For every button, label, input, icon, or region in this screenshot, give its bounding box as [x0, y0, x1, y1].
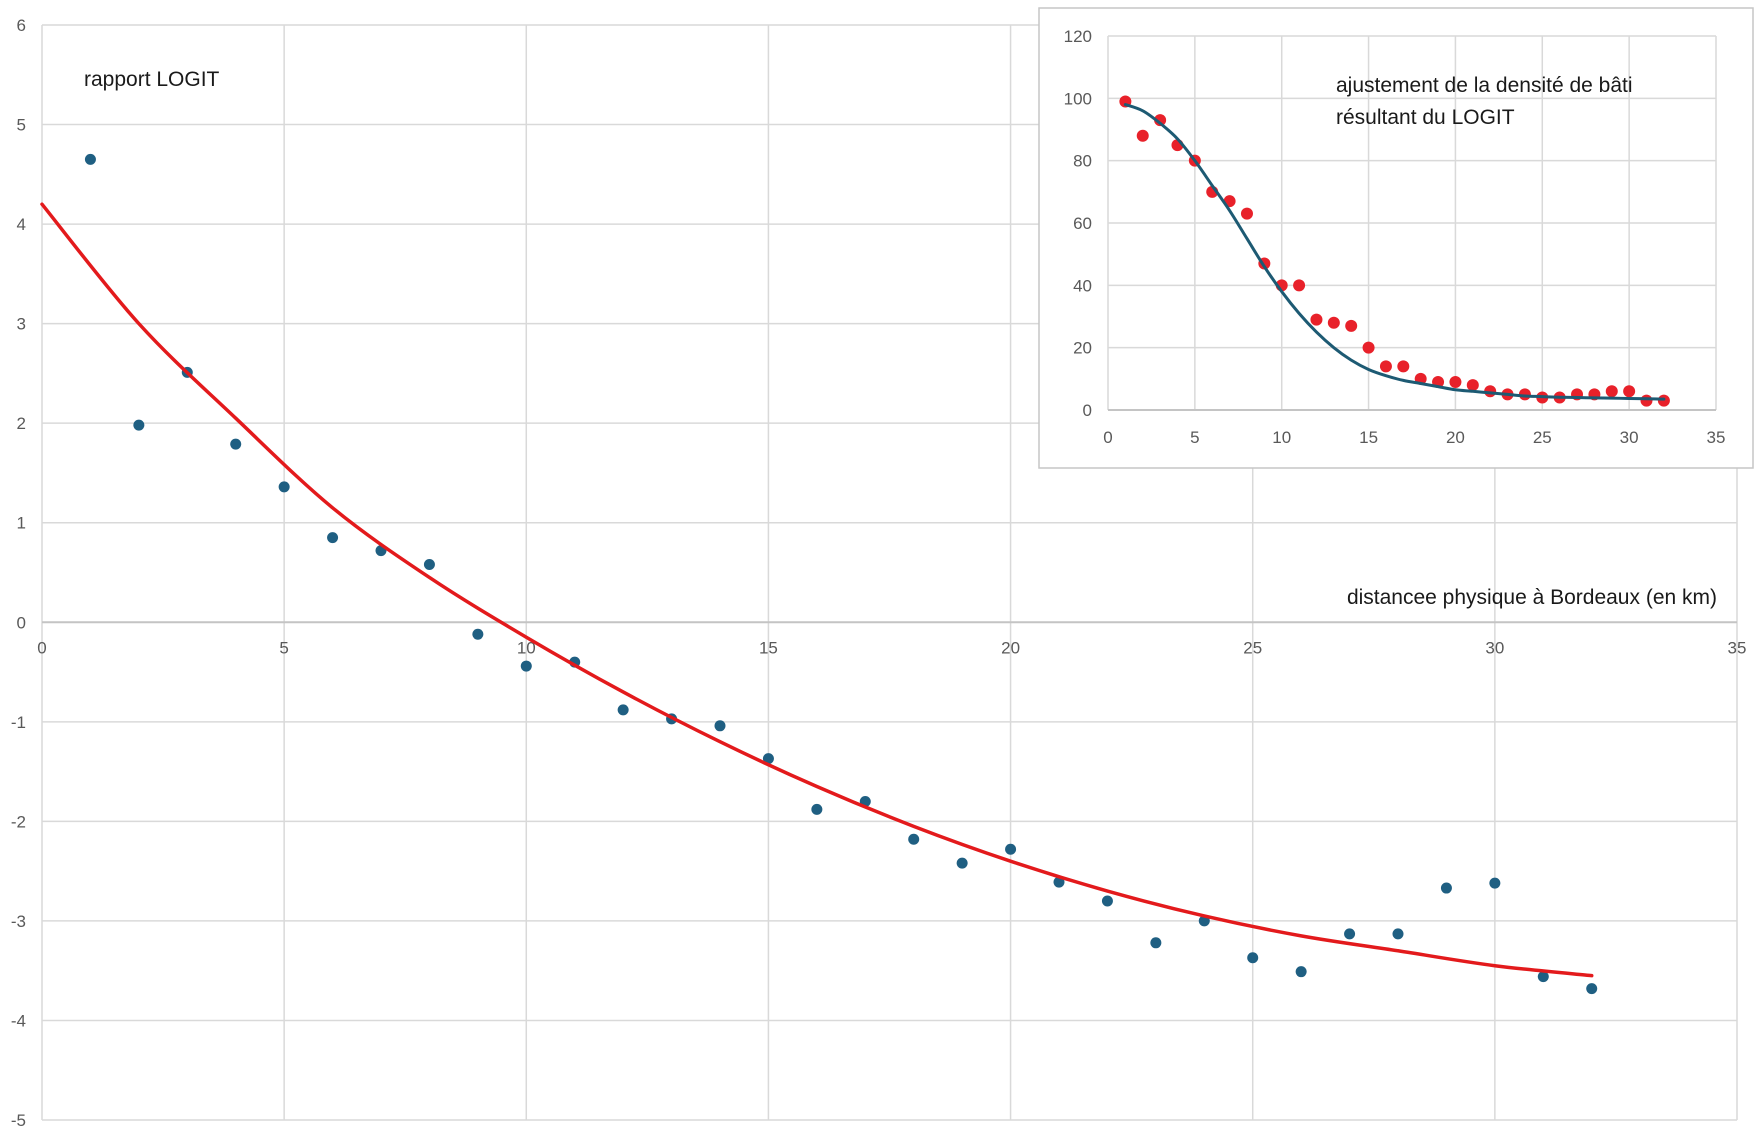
- inset-tick-labels: 0 20 40 60 80 100 120 0 5 10 15 20 25 30 35: [1064, 27, 1726, 447]
- main-data-point: [1440, 882, 1452, 894]
- main-x-tick-label: 5: [279, 638, 288, 657]
- main-data-point: [327, 532, 339, 544]
- inset-data-point: [1136, 129, 1149, 142]
- main-x-tick-label: 25: [1243, 638, 1262, 657]
- inset-data-point: [1623, 385, 1636, 398]
- inset-y-tick-label: 0: [1083, 401, 1092, 420]
- main-data-point: [1344, 928, 1356, 940]
- inset-data-point: [1657, 394, 1670, 407]
- inset-data-point: [1379, 360, 1392, 373]
- inset-data-point: [1293, 279, 1306, 292]
- main-data-point: [1005, 843, 1017, 855]
- main-data-point: [1247, 952, 1259, 964]
- main-annotation-logit: rapport LOGIT: [84, 68, 220, 91]
- inset-y-tick-label: 100: [1064, 89, 1092, 108]
- inset-data-point: [1605, 385, 1618, 398]
- inset-x-tick-label: 35: [1707, 428, 1726, 447]
- inset-x-tick-label: 10: [1272, 428, 1291, 447]
- inset-data-point: [1449, 375, 1462, 388]
- main-data-point: [472, 628, 484, 640]
- inset-y-tick-label: 40: [1073, 276, 1092, 295]
- main-y-tick-label: -4: [11, 1011, 26, 1030]
- inset-x-tick-label: 15: [1359, 428, 1378, 447]
- inset-data-point: [1640, 394, 1653, 407]
- main-x-tick-label: 35: [1728, 638, 1747, 657]
- inset-x-tick-label: 30: [1620, 428, 1639, 447]
- inset-data-point: [1345, 319, 1358, 332]
- inset-fit-curve: [1123, 103, 1666, 401]
- inset-y-tick-label: 120: [1064, 27, 1092, 46]
- main-data-point: [1489, 877, 1501, 889]
- main-data-point: [423, 559, 435, 571]
- main-data-point: [811, 803, 823, 815]
- inset-annotation-line-1: ajustement de la densité de bâti: [1336, 74, 1633, 97]
- inset-y-tick-label: 60: [1073, 214, 1092, 233]
- main-data-point: [230, 438, 242, 450]
- main-x-tick-label: 30: [1485, 638, 1504, 657]
- main-data-point: [1101, 895, 1113, 907]
- main-x-tick-label: 10: [517, 638, 536, 657]
- inset-data-point: [1327, 316, 1340, 329]
- inset-data-point: [1362, 341, 1375, 354]
- main-data-point: [762, 753, 774, 765]
- main-y-tick-label: -3: [11, 912, 26, 931]
- inset-data-point: [1154, 114, 1167, 127]
- inset-x-tick-label: 25: [1533, 428, 1552, 447]
- main-data-point: [1392, 928, 1404, 940]
- inset-gridlines: [1107, 35, 1717, 411]
- inset-x-tick-label: 5: [1190, 428, 1199, 447]
- main-y-tick-label: 5: [17, 116, 26, 135]
- main-data-point: [1150, 937, 1162, 949]
- main-x-tick-label: 15: [759, 638, 778, 657]
- inset-series: [1119, 95, 1670, 407]
- inset-data-point: [1310, 313, 1323, 326]
- main-y-tick-label: 1: [17, 514, 26, 533]
- main-data-point: [1537, 971, 1549, 983]
- inset-annotation-line-2: résultant du LOGIT: [1336, 106, 1515, 129]
- main-y-tick-label: 0: [17, 613, 26, 632]
- main-fit-curve: [40, 202, 1594, 978]
- inset-data-point: [1240, 207, 1253, 220]
- main-y-tick-label: 2: [17, 414, 26, 433]
- inset-density-chart: 0 20 40 60 80 100 120 0 5 10 15 20 25 30 35 ajustement…: [1038, 7, 1754, 469]
- main-y-tick-label: 3: [17, 315, 26, 334]
- main-data-point: [908, 833, 920, 845]
- main-data-point: [84, 153, 96, 165]
- inset-data-point: [1466, 379, 1479, 392]
- main-x-tick-label: 0: [37, 638, 46, 657]
- main-x-tick-label: 20: [1001, 638, 1020, 657]
- inset-y-tick-label: 20: [1073, 339, 1092, 358]
- main-y-tick-label: 4: [17, 215, 26, 234]
- main-data-point: [520, 660, 532, 672]
- main-y-tick-label: -5: [11, 1111, 26, 1130]
- main-data-point: [714, 720, 726, 732]
- main-y-tick-label: -1: [11, 713, 26, 732]
- main-data-point: [278, 481, 290, 493]
- main-data-point: [956, 857, 968, 869]
- main-data-point: [133, 419, 145, 431]
- main-data-point: [617, 704, 629, 716]
- main-series: [40, 153, 1598, 995]
- inset-x-tick-label: 20: [1446, 428, 1465, 447]
- main-y-tick-label: 6: [17, 16, 26, 35]
- main-y-tick-label: -2: [11, 812, 26, 831]
- inset-x-tick-label: 0: [1103, 428, 1112, 447]
- main-data-point: [1295, 966, 1307, 978]
- main-x-axis-label: distancee physique à Bordeaux (en km): [1347, 586, 1717, 609]
- inset-y-tick-label: 80: [1073, 152, 1092, 171]
- inset-data-point: [1397, 360, 1410, 373]
- main-data-point: [1586, 983, 1598, 995]
